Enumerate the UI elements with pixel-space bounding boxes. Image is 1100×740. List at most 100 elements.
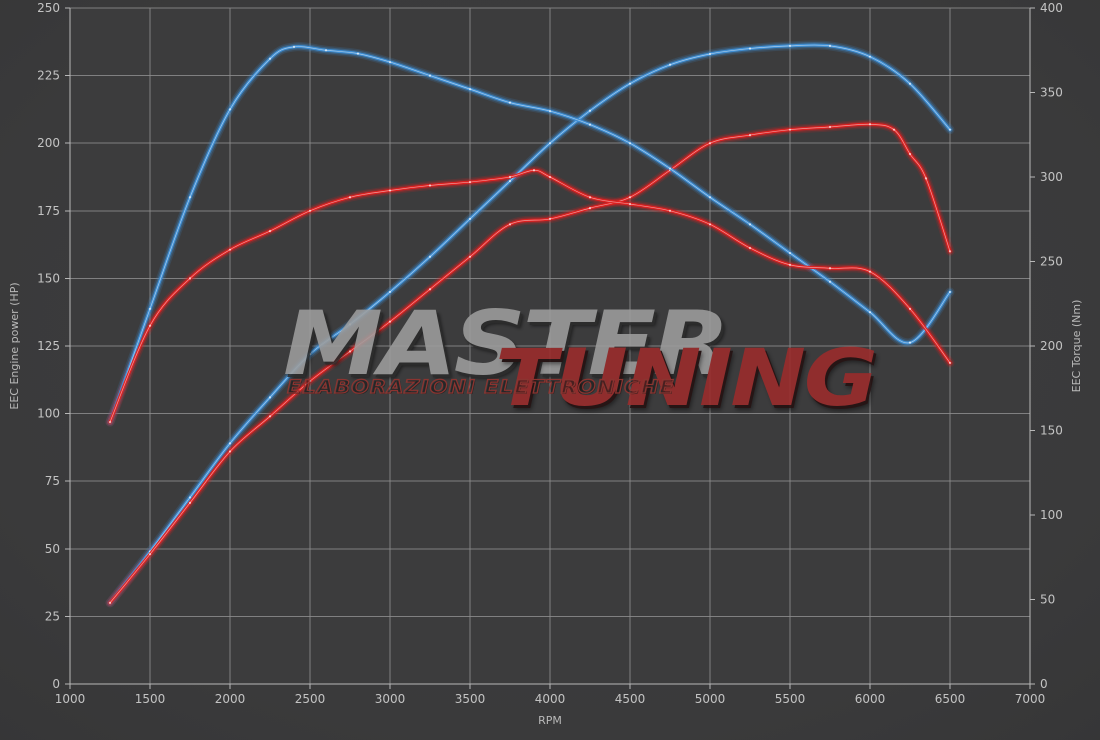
curve-data-point: [228, 442, 232, 445]
curve-data-point: [508, 223, 512, 226]
curve-data-point: [188, 277, 192, 280]
curve-data-point: [628, 142, 632, 145]
tick-label-right: 200: [1040, 339, 1063, 353]
curve-data-point: [468, 217, 472, 221]
tick-label-bottom: 6000: [855, 692, 886, 706]
tick-label-bottom: 1000: [55, 692, 86, 706]
tick-label-right: 350: [1040, 86, 1063, 100]
curve-data-point: [348, 323, 352, 326]
curve-data-point: [708, 223, 712, 226]
curve-data-point: [268, 415, 272, 418]
curve-data-point: [228, 450, 232, 453]
curve-data-point: [548, 217, 552, 221]
curve-data-point: [828, 267, 832, 270]
tick-label-left: 250: [37, 1, 60, 15]
tick-label-right: 100: [1040, 508, 1063, 522]
curve-highlight: [109, 44, 951, 604]
tick-label-left: 0: [52, 677, 60, 691]
curve-data-point: [108, 420, 112, 424]
curve-data-point: [108, 601, 112, 604]
curve-data-point: [548, 175, 552, 179]
curve-data-point: [388, 60, 392, 64]
curve-data-point: [828, 280, 832, 283]
tick-label-left: 225: [37, 69, 60, 83]
curve-data-point: [508, 175, 512, 179]
curve-highlight: [109, 123, 951, 604]
curve-data-point: [748, 246, 752, 250]
curve-data-point: [588, 123, 592, 126]
curve-data-point: [308, 380, 312, 383]
curve-data-point: [788, 251, 792, 255]
curve-data-point: [748, 133, 752, 137]
tick-label-right: 250: [1040, 255, 1063, 269]
tick-label-bottom: 7000: [1015, 692, 1046, 706]
tick-label-right: 400: [1040, 1, 1063, 15]
curve-data-point: [668, 209, 672, 212]
tick-label-bottom: 6500: [935, 692, 966, 706]
curve-data-point: [268, 396, 272, 399]
curve-data-point: [268, 229, 272, 233]
curve-data-point: [388, 290, 392, 294]
curve-data-point: [868, 55, 872, 58]
curve-data-point: [468, 180, 472, 184]
tick-label-bottom: 4000: [535, 692, 566, 706]
curve-data-point: [348, 350, 352, 353]
tick-label-bottom: 4500: [615, 692, 646, 706]
curve-data-point: [388, 189, 392, 192]
y-axis-title-right: EEC Torque (Nm): [1070, 300, 1083, 393]
curve-data-point: [628, 82, 632, 85]
curve-data-point: [948, 290, 952, 294]
curve-data-point: [428, 288, 432, 291]
x-axis-title: RPM: [538, 714, 562, 727]
curve-data-point: [308, 353, 312, 356]
curve-data-point: [924, 177, 928, 180]
curve-data-point: [908, 307, 912, 310]
curve-data-point: [828, 44, 832, 47]
tick-label-left: 150: [37, 271, 60, 285]
curve-data-point: [668, 63, 672, 66]
curve-data-point: [588, 207, 592, 210]
curve-data-point: [548, 109, 552, 113]
curve-data-point: [748, 47, 752, 50]
curve-data-point: [588, 109, 592, 112]
curve-data-point: [628, 196, 632, 199]
curve-data-point: [228, 248, 232, 251]
curve-data-point: [708, 196, 712, 199]
curve-data-point: [868, 270, 872, 273]
curve-data-point: [188, 496, 192, 499]
curve-data-point: [588, 196, 592, 199]
curve-data-point: [388, 320, 392, 323]
curve-data-point: [356, 52, 360, 55]
tick-label-right: 50: [1040, 593, 1055, 607]
curve-data-point: [948, 128, 952, 131]
curve-data-point: [428, 74, 432, 77]
curve-data-point: [188, 501, 192, 504]
tick-label-left: 75: [45, 474, 60, 488]
curve-data-point: [308, 209, 312, 212]
curve-data-point: [532, 169, 536, 172]
y-axis-title-left: EEC Engine power (HP): [8, 282, 21, 409]
curve-data-point: [148, 324, 152, 327]
tick-label-left: 50: [45, 542, 60, 556]
curve-data-point: [948, 250, 952, 253]
tick-label-bottom: 1500: [135, 692, 166, 706]
curve-data-point: [788, 44, 792, 47]
curve-data-point: [948, 361, 952, 364]
curve-data-point: [468, 255, 472, 258]
tick-label-bottom: 5000: [695, 692, 726, 706]
curve-data-point: [668, 167, 672, 170]
tick-label-right: 150: [1040, 424, 1063, 438]
tick-label-left: 25: [45, 609, 60, 623]
curve-data-point: [468, 88, 472, 91]
tick-label-right: 300: [1040, 170, 1063, 184]
curve-data-point: [548, 142, 552, 145]
tick-label-left: 100: [37, 407, 60, 421]
curve-data-point: [828, 125, 832, 129]
curve-data-point: [148, 553, 152, 556]
curve-data-point: [508, 101, 512, 104]
tick-label-left: 175: [37, 204, 60, 218]
curve-data-point: [188, 196, 192, 199]
curve-data-point: [428, 184, 432, 187]
